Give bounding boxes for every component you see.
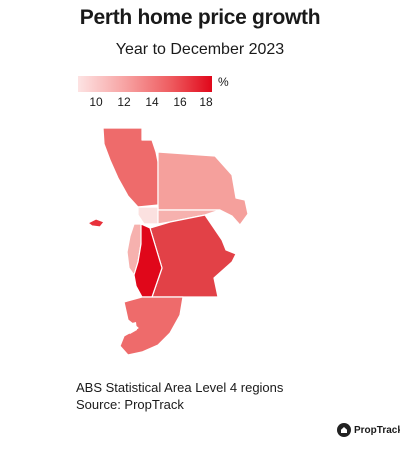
peel-inlet (124, 322, 137, 334)
region-wanneroo-north-coast (102, 127, 159, 208)
legend-tick: 18 (199, 95, 213, 109)
chart-title: Perth home price growth (79, 6, 321, 29)
legend-tick: 10 (89, 95, 103, 109)
legend-color-bar (78, 76, 212, 92)
region-rottnest-island (87, 218, 105, 228)
brand-label: PropTrack (354, 424, 400, 436)
legend-unit: % (218, 75, 229, 89)
region-fremantle-cockburn (133, 223, 163, 298)
legend-tick: 14 (145, 95, 159, 109)
region-inner-north (137, 206, 159, 225)
legend-tick: 16 (173, 95, 187, 109)
footnote-regions: ABS Statistical Area Level 4 regions (76, 380, 284, 395)
region-south-east (149, 214, 237, 298)
proptrack-logo: PropTrack (337, 423, 400, 437)
region-mandurah (119, 296, 184, 356)
house-icon (337, 423, 351, 437)
footnote-source: Source: PropTrack (76, 397, 184, 412)
legend-tick: 12 (117, 95, 131, 109)
chart-subtitle: Year to December 2023 (115, 41, 285, 58)
